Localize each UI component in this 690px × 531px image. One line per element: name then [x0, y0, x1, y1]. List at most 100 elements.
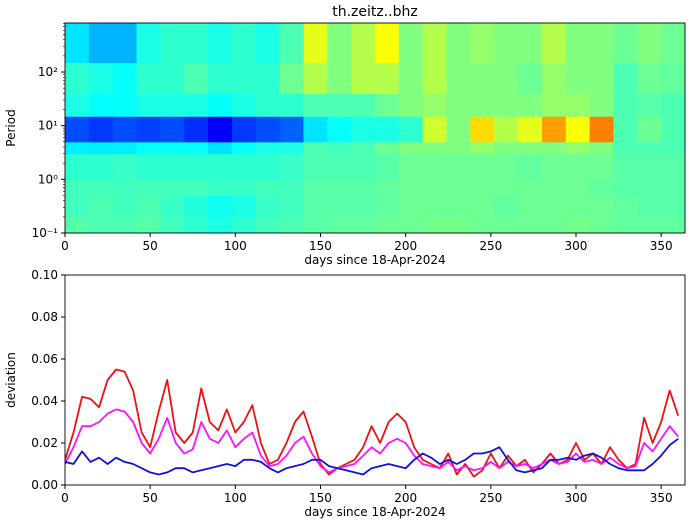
- heat-cell: [88, 62, 114, 94]
- heat-cell: [446, 195, 471, 218]
- heat-cell: [518, 141, 543, 155]
- x-tick-label: 200: [394, 239, 417, 253]
- heat-cell: [88, 216, 114, 233]
- heat-cell: [398, 195, 424, 218]
- x-tick-label: 50: [143, 239, 158, 253]
- heat-cell: [446, 23, 471, 64]
- heat-cell: [589, 93, 614, 117]
- heat-cell: [184, 153, 209, 180]
- heat-cell: [518, 93, 543, 117]
- heat-cell: [303, 179, 328, 196]
- heat-cell: [422, 141, 448, 155]
- heat-cell: [327, 116, 352, 143]
- plot-area: [65, 23, 685, 233]
- heat-cell: [65, 153, 90, 180]
- heat-cell: [279, 23, 304, 64]
- heat-cell: [88, 153, 114, 180]
- heat-cell: [184, 216, 209, 233]
- heat-cell: [541, 141, 567, 155]
- heat-cell: [446, 116, 471, 143]
- heat-cell: [303, 141, 328, 155]
- heat-cell: [565, 179, 591, 196]
- heat-cell: [279, 216, 304, 233]
- heat-cell: [65, 93, 90, 117]
- heat-cell: [661, 116, 685, 143]
- heat-cell: [255, 23, 281, 64]
- heat-cell: [637, 153, 662, 180]
- heat-cell: [255, 195, 281, 218]
- heat-cell: [398, 216, 424, 233]
- heat-cell: [351, 93, 376, 117]
- heat-cell: [112, 62, 138, 94]
- heat-cell: [375, 23, 400, 64]
- heat-cell: [565, 93, 591, 117]
- heat-cell: [446, 216, 471, 233]
- heat-cell: [231, 116, 257, 143]
- heat-cell: [160, 179, 185, 196]
- heat-cell: [661, 179, 685, 196]
- heat-cell: [613, 216, 638, 233]
- heat-cell: [136, 62, 161, 94]
- heat-cell: [637, 23, 662, 64]
- chart-title: th.zeitz..bhz: [332, 4, 418, 20]
- heat-cell: [327, 141, 352, 155]
- heat-cell: [112, 23, 138, 64]
- heat-cell: [446, 62, 471, 94]
- heat-cell: [255, 179, 281, 196]
- heat-cell: [208, 141, 233, 155]
- axes-frame: [64, 274, 686, 486]
- y-tick-label: 0.06: [31, 352, 58, 366]
- heat-cell: [327, 153, 352, 180]
- heat-cell: [303, 153, 328, 180]
- heat-cell: [637, 216, 662, 233]
- heat-cell: [375, 141, 400, 155]
- heat-cell: [375, 179, 400, 196]
- heat-cell: [208, 179, 233, 196]
- heat-cell: [88, 23, 114, 64]
- y-axis-label: Period: [4, 109, 18, 146]
- x-tick-label: 100: [224, 491, 247, 505]
- x-tick-label: 300: [565, 239, 588, 253]
- heat-cell: [637, 179, 662, 196]
- heat-cell: [589, 23, 614, 64]
- x-tick-label: 0: [61, 491, 69, 505]
- heat-cell: [351, 116, 376, 143]
- y-tick-label: 0.02: [31, 436, 58, 450]
- y-tick-label: 0.08: [31, 310, 58, 324]
- heat-cell: [160, 62, 185, 94]
- heat-cell: [446, 153, 471, 180]
- heat-cell: [279, 195, 304, 218]
- heat-cell: [398, 23, 424, 64]
- heat-cell: [279, 116, 304, 143]
- heat-cell: [375, 116, 400, 143]
- heat-cell: [541, 93, 567, 117]
- y-tick-label: 10⁰: [38, 172, 58, 186]
- heat-cell: [398, 179, 424, 196]
- heat-cell: [231, 179, 257, 196]
- heat-cell: [541, 23, 567, 64]
- heat-cell: [303, 62, 328, 94]
- heat-cell: [494, 141, 519, 155]
- heat-cell: [160, 216, 185, 233]
- heat-cell: [518, 195, 543, 218]
- heat-cell: [351, 179, 376, 196]
- heat-cell: [279, 141, 304, 155]
- heat-cell: [398, 153, 424, 180]
- x-tick-label: 300: [565, 491, 588, 505]
- heat-cell: [112, 179, 138, 196]
- heat-cell: [255, 153, 281, 180]
- heat-cell: [494, 62, 519, 94]
- heat-cell: [398, 62, 424, 94]
- heat-cell: [661, 62, 685, 94]
- heat-cell: [613, 153, 638, 180]
- heat-cell: [351, 216, 376, 233]
- heat-cell: [398, 116, 424, 143]
- heat-cell: [303, 195, 328, 218]
- heat-cell: [327, 179, 352, 196]
- heat-cell: [351, 141, 376, 155]
- heat-cell: [160, 23, 185, 64]
- heat-cell: [303, 116, 328, 143]
- heat-cell: [565, 195, 591, 218]
- heat-cell: [351, 62, 376, 94]
- heat-cell: [589, 216, 614, 233]
